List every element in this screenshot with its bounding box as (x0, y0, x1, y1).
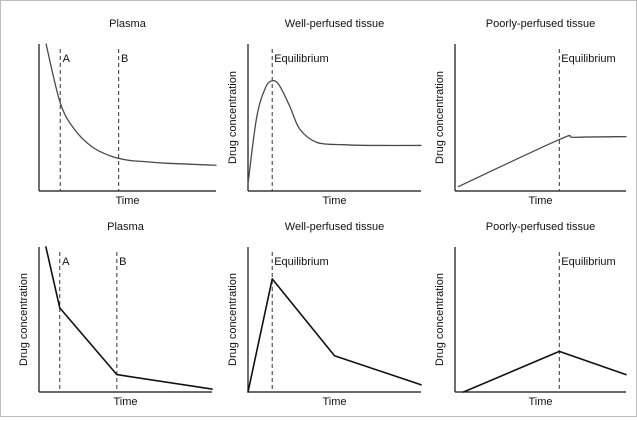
y-axis-label: Drug concentration (227, 71, 239, 164)
panel-6: Poorly-perfused tissue Time Drug concentra… (434, 221, 627, 408)
panel-1: Plasma Time A B (38, 18, 217, 207)
panel-2: Well-perfused tissue Time Drug concentrati… (227, 18, 422, 207)
x-axis-label: Time (115, 195, 139, 207)
panel-title: Well-perfused tissue (285, 18, 384, 30)
series-line (247, 278, 422, 393)
marker-label: A (62, 256, 70, 268)
x-axis-label: Time (528, 195, 552, 207)
panel-title: Well-perfused tissue (285, 221, 384, 233)
panel-title: Poorly-perfused tissue (486, 221, 595, 233)
y-axis-label: Drug concentration (18, 273, 30, 366)
panel-title: Plasma (107, 221, 145, 233)
marker-label: Equilibrium (274, 53, 328, 65)
marker-label: B (119, 256, 126, 268)
series-line (247, 79, 422, 185)
y-axis-label: Drug concentration (434, 273, 446, 366)
marker-label: Equilibrium (274, 256, 328, 268)
series-line (457, 134, 627, 188)
marker-label: Equilibrium (561, 53, 615, 65)
panel-title: Plasma (109, 18, 147, 30)
panel-5: Well-perfused tissue Time Drug concentrati… (227, 221, 422, 408)
x-axis-label: Time (113, 396, 137, 408)
y-axis-label: Drug concentration (434, 71, 446, 164)
x-axis-label: Time (528, 396, 552, 408)
y-axis-label: Drug concentration (227, 273, 239, 366)
panel-title: Poorly-perfused tissue (486, 18, 595, 30)
series-line (45, 43, 217, 166)
marker-label: B (121, 53, 128, 65)
panel-4: Plasma Time Drug concentration A B (18, 221, 213, 408)
panel-3: Poorly-perfused tissue Time Drug concentra… (434, 18, 627, 207)
marker-label: A (63, 53, 71, 65)
series-line (462, 350, 627, 393)
marker-label: Equilibrium (561, 256, 615, 268)
x-axis-label: Time (322, 396, 346, 408)
series-line (45, 246, 213, 390)
x-axis-label: Time (322, 195, 346, 207)
